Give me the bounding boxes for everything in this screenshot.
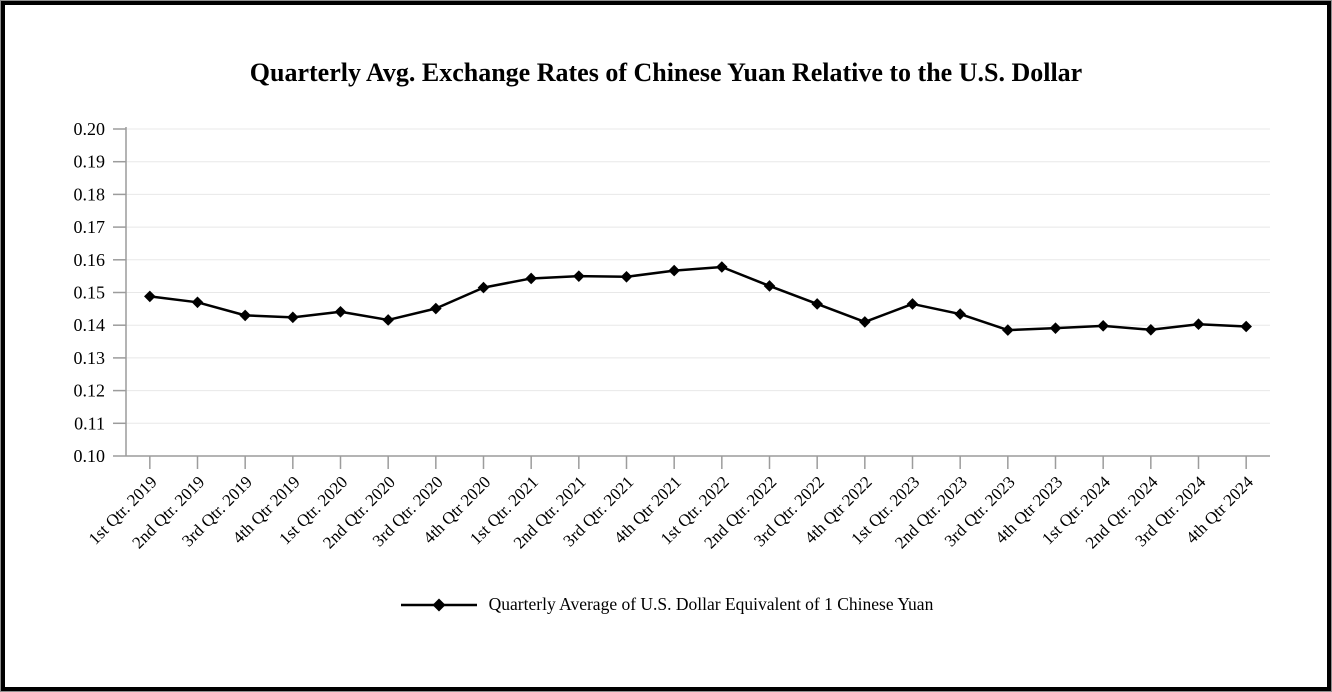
- y-tick-label: 0.17: [74, 217, 106, 237]
- y-tick-label: 0.10: [74, 446, 106, 466]
- y-tick-label: 0.11: [74, 413, 105, 433]
- y-tick-label: 0.18: [74, 184, 106, 204]
- data-point: [1097, 320, 1109, 332]
- data-point: [763, 280, 776, 292]
- data-point: [620, 271, 633, 283]
- chart-legend: Quarterly Average of U.S. Dollar Equival…: [1, 594, 1331, 615]
- y-tick-label: 0.19: [74, 152, 106, 172]
- data-point: [811, 298, 823, 310]
- data-point: [573, 270, 585, 282]
- data-point: [382, 314, 394, 326]
- legend-label: Quarterly Average of U.S. Dollar Equival…: [488, 594, 934, 614]
- data-point: [287, 311, 299, 324]
- y-tick-label: 0.20: [74, 119, 106, 139]
- y-tick-label: 0.14: [74, 315, 106, 335]
- data-point: [1240, 320, 1252, 333]
- legend-marker-icon: [400, 598, 477, 611]
- data-point: [144, 290, 156, 303]
- data-point: [906, 298, 919, 310]
- data-point: [668, 264, 680, 277]
- data-point: [716, 261, 728, 273]
- data-point: [477, 281, 490, 294]
- data-point: [430, 302, 442, 315]
- data-point: [334, 305, 347, 318]
- data-point: [954, 308, 966, 320]
- data-point: [859, 316, 871, 328]
- data-point: [191, 296, 204, 309]
- chart-title: Quarterly Avg. Exchange Rates of Chinese…: [249, 58, 1083, 87]
- y-tick-label: 0.12: [74, 381, 106, 401]
- data-point: [1049, 322, 1062, 334]
- data-point: [1002, 324, 1014, 336]
- data-point: [1192, 318, 1205, 331]
- series-line: [149, 265, 1247, 332]
- data-point: [525, 272, 537, 285]
- data-point: [1145, 323, 1157, 336]
- y-tick-label: 0.13: [74, 348, 106, 368]
- y-tick-label: 0.15: [74, 283, 106, 303]
- y-tick-label: 0.16: [74, 250, 106, 270]
- data-point: [239, 309, 251, 322]
